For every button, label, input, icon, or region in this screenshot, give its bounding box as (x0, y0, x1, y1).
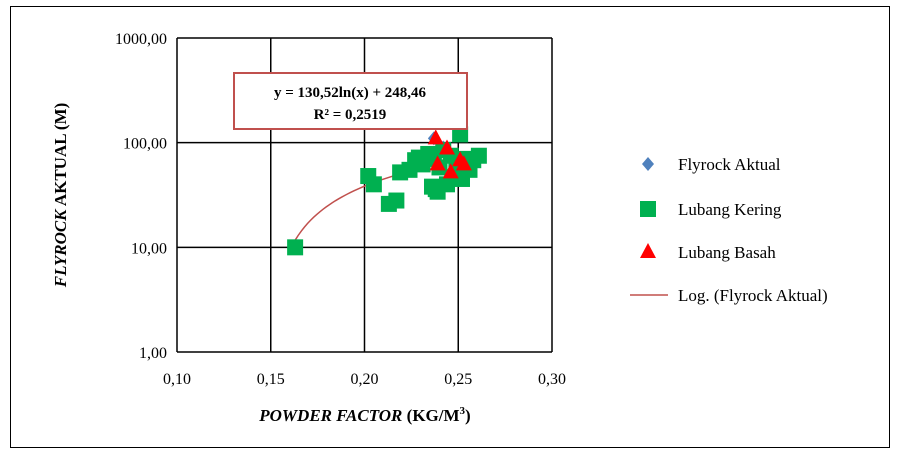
y-tick-label: 10,00 (131, 240, 167, 257)
legend-marker-square (640, 201, 656, 217)
point-square (452, 126, 469, 143)
point-triangle (455, 155, 472, 171)
legend: Flyrock Aktual Lubang Kering Lubang Basah L… (630, 155, 828, 305)
point-triangle (427, 129, 444, 145)
point-square (365, 176, 382, 193)
trend-r2: R² = 0,2519 (314, 107, 387, 123)
x-tick-label: 0,20 (351, 371, 379, 388)
legend-label: Flyrock Aktual (678, 155, 781, 174)
legend-marker-triangle (640, 243, 656, 258)
trend-equation-box: y = 130,52ln(x) + 248,46 R² = 0,2519 (233, 72, 468, 130)
y-axis-title-italic: FLYROCK (51, 208, 70, 288)
legend-marker-diamond (642, 157, 654, 171)
x-axis-title-italic: POWDER FACTOR (258, 406, 402, 425)
y-axis-title-unit: AKTUAL (M) (51, 103, 70, 210)
point-square (388, 192, 405, 209)
y-axis-title: FLYROCK AKTUAL (M) (51, 103, 70, 289)
x-tick-label: 0,25 (444, 371, 472, 388)
gridlines (176, 37, 553, 353)
x-axis-title-sup: 3 (460, 405, 466, 417)
y-tick-label: 1,00 (139, 345, 167, 362)
point-square (287, 239, 304, 256)
point-square (439, 176, 455, 193)
x-tick-label: 0,15 (257, 371, 285, 388)
y-tick-labels: 1,00 10,00 100,00 1000,00 (115, 31, 167, 362)
y-tick-label: 1000,00 (115, 31, 167, 48)
x-tick-labels: 0,10 0,15 0,20 0,25 0,30 (163, 371, 566, 388)
x-tick-label: 0,10 (163, 371, 191, 388)
point-triangle (439, 139, 455, 155)
x-axis-title-close: ) (465, 406, 471, 425)
legend-label: Log. (Flyrock Aktual) (678, 286, 828, 305)
point-triangle (442, 163, 459, 179)
legend-label: Lubang Basah (678, 243, 776, 262)
legend-label: Lubang Kering (678, 200, 782, 219)
point-square (470, 147, 487, 164)
y-tick-label: 100,00 (123, 136, 167, 153)
x-tick-label: 0,30 (538, 371, 566, 388)
x-axis-title: POWDER FACTOR (KG/M3) (258, 405, 470, 425)
point-triangle (429, 155, 446, 171)
x-axis-title-unit: (KG/M (402, 406, 459, 425)
trend-equation: y = 130,52ln(x) + 248,46 (274, 85, 427, 101)
data-points (287, 126, 487, 256)
